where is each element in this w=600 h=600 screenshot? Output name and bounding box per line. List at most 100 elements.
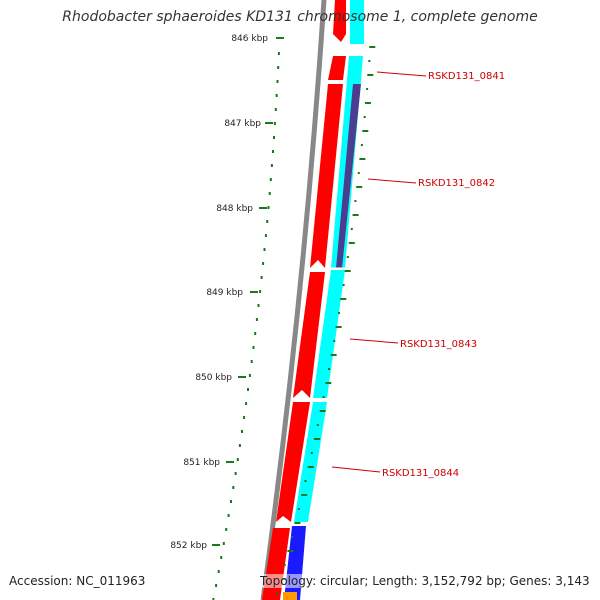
chromosome-backbone [260,0,327,600]
ruler-dot [227,514,230,517]
ruler-dot [234,472,237,475]
ruler-dot [276,80,279,83]
outer-tick [310,452,313,454]
ruler-labels: 846 kbp 847 kbp 848 kbp 849 kbp 850 kbp … [170,34,268,551]
ruler-dot [272,150,274,153]
ruler-dot [270,164,273,167]
ruler-dot [268,192,271,195]
accession-text: Accession: NC_011963 [7,574,148,588]
reverse-cds-3 [313,270,345,398]
ruler-dot [230,500,232,503]
ruler-dot [241,430,243,433]
ruler-label: 847 kbp [224,119,261,129]
outer-tick [367,74,374,76]
orange-feature [283,592,297,600]
outer-tick [328,368,330,370]
ruler-label: 848 kbp [216,204,253,214]
outer-tick [316,424,319,426]
outer-tick [294,522,301,524]
outer-tick [369,46,376,48]
ruler-dot [257,304,260,307]
gene-label[interactable]: RSKD131_0843 [400,339,477,350]
gene-label-leader [331,466,381,473]
purple-feature [336,84,361,268]
forward-cds-3 [310,84,343,268]
ruler-label: 849 kbp [206,288,243,298]
ruler-dot [262,262,265,265]
ruler-label: 851 kbp [183,458,220,468]
outer-tick [330,354,337,356]
ruler-dot [266,220,269,223]
outer-tick [340,298,347,300]
ruler-label: 846 kbp [231,34,268,44]
ruler-label: 852 kbp [170,541,207,551]
outer-tick [363,116,366,118]
ruler-label: 850 kbp [195,373,232,383]
reverse-cds-4 [294,402,327,522]
outer-tick [366,88,369,90]
outer-tick [283,564,286,566]
outer-tick [346,256,349,258]
outer-tick [313,438,320,440]
ruler-dot [255,318,258,321]
gene-label[interactable]: RSKD131_0841 [428,71,505,82]
ruler-dot [217,570,220,573]
outer-tick [322,396,325,398]
gene-label-leader [367,178,417,184]
ruler-dot [254,332,257,335]
outer-tick [290,536,293,538]
outer-tick [301,494,308,496]
outer-tick [368,60,371,62]
ruler-dots [212,52,280,600]
outer-tick [276,592,279,594]
ruler-dot [275,94,278,97]
ruler-major-ticks [212,37,284,546]
ruler-dot [225,528,228,531]
ruler-dot [277,52,280,55]
forward-cds-1 [333,0,346,42]
forward-cds-5 [276,402,310,522]
genome-summary-text: Topology: circular; Length: 3,152,792 bp… [258,574,592,588]
ruler-dot [212,598,215,600]
ruler-dot [277,66,280,69]
gene-label[interactable]: RSKD131_0842 [418,178,495,189]
ruler-dot [264,234,267,237]
outer-tick [307,466,314,468]
outer-tick [362,130,369,132]
ruler-dot [245,402,248,405]
ruler-dot [232,486,235,489]
ruler-dot [243,416,246,419]
outer-tick [287,550,294,552]
gene-label-leader [349,338,399,344]
ruler-dot [236,458,239,461]
ruler-dot [263,248,266,251]
forward-strand-track [262,0,346,600]
outer-tick [360,144,363,146]
outer-tick [338,312,340,314]
ruler-dot [238,444,241,447]
outer-tick [297,508,300,510]
outer-tick [335,326,342,328]
outer-tick [333,340,336,342]
outer-tick [350,228,353,230]
outer-tick [348,242,355,244]
reverse-cds-1 [350,0,364,44]
ruler-dot [247,388,249,391]
gene-labels: RSKD131_0841 RSKD131_0842 RSKD131_0843 R… [331,71,505,479]
ruler-dot [273,122,276,125]
ruler-dot [260,276,263,279]
outer-tick [319,410,326,412]
gene-label[interactable]: RSKD131_0844 [382,468,459,479]
map-title: Rhodobacter sphaeroides KD131 chromosome… [62,9,538,25]
outer-tick [344,270,351,272]
outer-tick [357,172,360,174]
ruler-dot [259,290,262,293]
outer-tick [364,102,371,104]
forward-cds-2 [328,56,346,80]
ruler-dot [273,136,275,139]
outer-tick [342,284,345,286]
outer-tick [356,186,363,188]
outer-tick [352,214,359,216]
